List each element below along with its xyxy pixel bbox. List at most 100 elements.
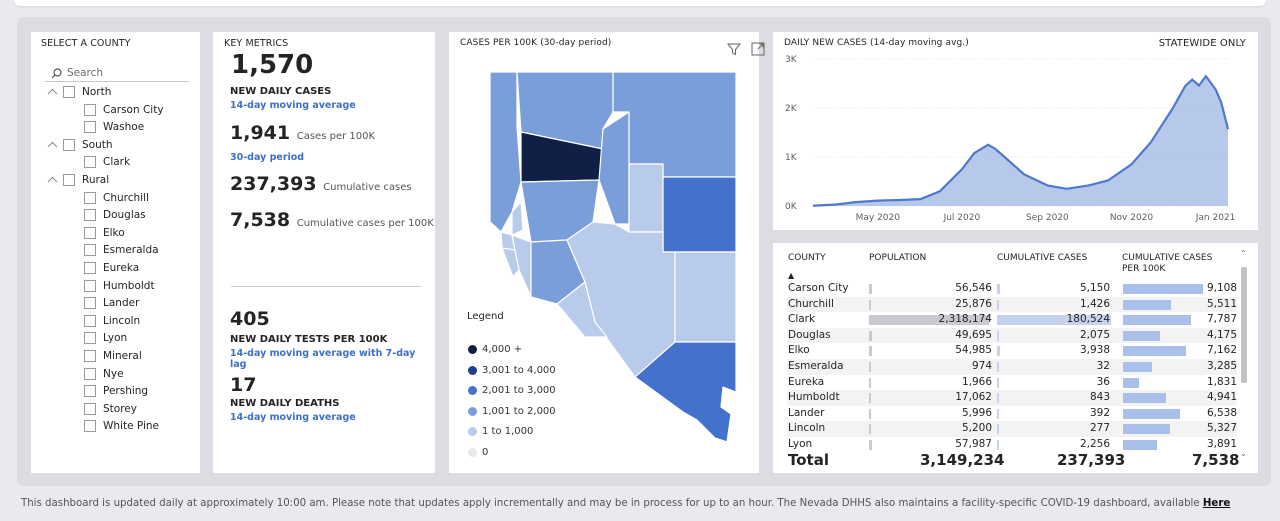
- slicer-item-mineral[interactable]: Mineral: [84, 349, 142, 363]
- checkbox[interactable]: [84, 420, 96, 433]
- col-population[interactable]: POPULATION: [869, 253, 927, 263]
- checkbox[interactable]: [63, 174, 75, 186]
- legend-swatch: [468, 386, 477, 396]
- slicer-item-eureka[interactable]: Eureka: [84, 261, 139, 275]
- facility-dashboard-link[interactable]: Here: [1202, 498, 1231, 509]
- checkbox[interactable]: [84, 314, 96, 327]
- chevron-up-icon[interactable]: [47, 175, 58, 185]
- slicer-item-washoe[interactable]: Washoe: [84, 120, 144, 134]
- checkbox[interactable]: [84, 103, 96, 116]
- chevron-up-icon[interactable]: [47, 140, 58, 150]
- legend-swatch: [468, 365, 477, 375]
- checkbox[interactable]: [84, 385, 96, 398]
- slicer-item-carson-city[interactable]: Carson City: [84, 103, 164, 117]
- table-row[interactable]: Esmeralda 974 32 3,285: [787, 359, 1237, 375]
- x-tick-label: Nov 2020: [1110, 213, 1154, 223]
- cell-per100k: 5,327: [1206, 422, 1237, 435]
- slicer-item-label: White Pine: [103, 420, 160, 433]
- slicer-item-pershing[interactable]: Pershing: [84, 384, 148, 398]
- checkbox[interactable]: [84, 262, 96, 274]
- scroll-up-icon[interactable]: ⌃: [1240, 249, 1247, 258]
- slicer-group-north[interactable]: North: [47, 85, 111, 99]
- scroll-thumb[interactable]: [1241, 267, 1247, 383]
- slicer-item-lander[interactable]: Lander: [84, 296, 139, 310]
- county-clark: [634, 341, 737, 442]
- table-row[interactable]: Eureka 1,966 36 1,831: [787, 375, 1237, 391]
- cell-county: Esmeralda: [788, 360, 844, 372]
- search-input[interactable]: Search: [45, 66, 189, 82]
- legend-swatch: [468, 345, 477, 354]
- slicer-group-label: South: [82, 138, 113, 151]
- checkbox[interactable]: [63, 86, 75, 98]
- checkbox[interactable]: [84, 209, 96, 222]
- checkbox[interactable]: [84, 121, 96, 134]
- total-per100k: 7,538: [1192, 451, 1240, 469]
- cell-county: Elko: [788, 344, 810, 357]
- slicer-item-nye[interactable]: Nye: [84, 367, 124, 381]
- slicer-item-storey[interactable]: Storey: [84, 402, 137, 416]
- legend-label: 1 to 1,000: [482, 426, 534, 438]
- table-row[interactable]: Lincoln 5,200 277 5,327: [787, 421, 1237, 437]
- table-row[interactable]: Carson City 56,546 5,150 9,108: [787, 281, 1237, 297]
- checkbox[interactable]: [84, 191, 96, 204]
- per100k-bar: [1123, 440, 1158, 450]
- scroll-down-icon[interactable]: ⌄: [1240, 449, 1247, 458]
- checkbox[interactable]: [84, 402, 96, 415]
- cell-cases: 5,150: [1079, 282, 1110, 294]
- checkbox[interactable]: [84, 367, 96, 380]
- slicer-item-clark[interactable]: Clark: [84, 155, 130, 169]
- daily-cases-chart[interactable]: 0K 1K 2K 3K May 2020 Jul 2020 Sep 2020 Nov 2020…: [773, 32, 1258, 230]
- search-placeholder: Search: [67, 67, 104, 79]
- slicer-item-esmeralda[interactable]: Esmeralda: [84, 243, 159, 257]
- filter-icon[interactable]: [727, 42, 741, 56]
- col-cumulative-cases[interactable]: CUMULATIVE CASES: [997, 253, 1088, 263]
- nevada-map[interactable]: [487, 72, 743, 442]
- checkbox[interactable]: [84, 332, 96, 345]
- checkbox[interactable]: [84, 297, 96, 310]
- slicer-item-lyon[interactable]: Lyon: [84, 331, 127, 345]
- cell-per100k: 4,941: [1206, 391, 1237, 404]
- slicer-item-humboldt[interactable]: Humboldt: [84, 279, 155, 293]
- slicer-item-elko[interactable]: Elko: [84, 226, 125, 240]
- table-row[interactable]: Elko 54,985 3,938 7,162: [787, 343, 1237, 359]
- table-row[interactable]: Douglas 49,695 2,075 4,175: [787, 327, 1237, 344]
- chevron-up-icon[interactable]: [47, 87, 58, 97]
- chart-title: DAILY NEW CASES (14-day moving avg.): [784, 38, 969, 48]
- checkbox[interactable]: [84, 156, 96, 169]
- population-bar: [869, 393, 871, 404]
- checkbox[interactable]: [84, 350, 96, 362]
- table-row[interactable]: Lyon 57,987 2,256 3,891: [787, 437, 1237, 453]
- daily-cases-label: NEW DAILY CASES: [230, 86, 332, 97]
- checkbox[interactable]: [84, 244, 96, 257]
- county-washoe: [489, 72, 522, 233]
- sort-arrow-icon[interactable]: ▲: [788, 271, 795, 280]
- table-scrollbar[interactable]: ⌃ ⌄: [1239, 249, 1249, 464]
- cell-per100k: 7,162: [1206, 344, 1237, 357]
- col-county[interactable]: COUNTY: [788, 253, 826, 263]
- slicer-item-lincoln[interactable]: Lincoln: [84, 314, 140, 328]
- checkbox[interactable]: [84, 226, 96, 239]
- slicer-item-churchill[interactable]: Churchill: [84, 191, 149, 205]
- cumulative100k-metric: 7,538 Cumulative cases per 100K: [230, 209, 434, 231]
- legend-label: 1,001 to 2,000: [482, 405, 556, 417]
- slicer-item-douglas[interactable]: Douglas: [84, 208, 146, 222]
- table-row[interactable]: Churchill 25,876 1,426 5,511: [787, 296, 1237, 313]
- slicer-group-south[interactable]: South: [47, 138, 113, 152]
- slicer-item-label: Lincoln: [103, 314, 141, 327]
- legend-label: 2,001 to 3,000: [482, 385, 556, 397]
- cell-county: Carson City: [788, 282, 849, 294]
- checkbox[interactable]: [84, 279, 96, 292]
- key-metrics-panel: KEY METRICS 1,570 NEW DAILY CASES 14-day…: [213, 32, 435, 473]
- per100k-bar: [1123, 284, 1203, 294]
- table-row[interactable]: Clark 2,318,174 180,524 7,787: [787, 312, 1237, 328]
- table-row[interactable]: Lander 5,996 392 6,538: [787, 406, 1237, 422]
- population-bar: [869, 440, 872, 450]
- table-row[interactable]: Humboldt 17,062 843 4,941: [787, 390, 1237, 406]
- checkbox[interactable]: [63, 138, 75, 151]
- cell-cases: 277: [1089, 422, 1110, 435]
- y-tick-label: 0K: [785, 202, 798, 212]
- focus-mode-icon[interactable]: [751, 42, 765, 56]
- slicer-group-rural[interactable]: Rural: [47, 173, 109, 187]
- slicer-item-white-pine[interactable]: White Pine: [84, 419, 159, 433]
- col-cases-per100k[interactable]: CUMULATIVE CASES PER 100K: [1122, 253, 1213, 274]
